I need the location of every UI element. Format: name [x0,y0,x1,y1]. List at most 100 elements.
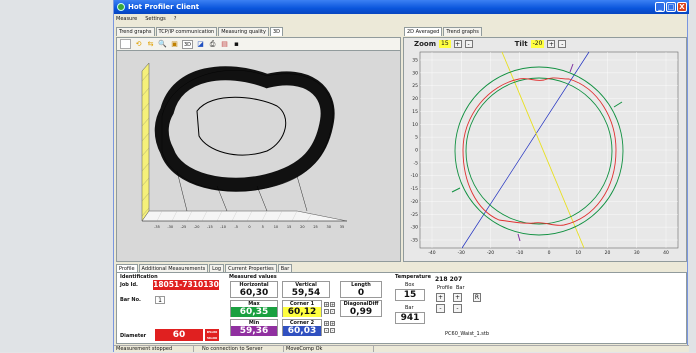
plot-2d[interactable]: 35 30 25 20 15 10 5 0 -5 -10 -15 -20 -25 -30 -35 -40 -3… [404,50,686,260]
zoom-label: Zoom [414,40,436,48]
x3d-tick-label: 0 [248,225,250,229]
corner1-up-button[interactable]: + [330,302,335,307]
rotate-icon[interactable]: ⟲ [135,39,142,48]
length-box: Length 0 [340,281,382,298]
length-label: Length [351,282,371,288]
diameter-sub2: 56x60 [205,335,219,341]
corner2-label: Corner 2 [289,320,315,326]
profile-3d-stack [154,66,335,212]
x3d-tick-label: 20 [300,225,304,229]
max-box: Max 60,35 [230,300,278,317]
tab-bar[interactable]: Bar [277,264,293,272]
inner-circle [465,77,613,225]
pan-icon[interactable]: ⇆ [147,39,154,48]
corner1-down-button[interactable]: - [330,309,335,314]
grid-2d [420,52,678,248]
bar-minus-button[interactable]: - [453,304,462,313]
corner2-down-button[interactable]: - [330,328,335,333]
tab-2d-averaged[interactable]: 2D Averaged [404,27,443,36]
x-tick-label: -40 [428,250,435,256]
print-icon[interactable]: ⎙ [209,39,216,48]
tab-current-properties[interactable]: Current Properties [225,264,277,272]
tab-3d[interactable]: 3D [269,27,283,36]
profile-red [462,77,617,226]
profile-plus-button[interactable]: + [436,293,445,302]
corner1-minus-button[interactable]: - [324,309,329,314]
identification-heading: Identification [120,274,158,280]
zoom-icon[interactable]: 🔍 [158,39,167,48]
bar-plus-button[interactable]: + [453,293,462,302]
menu-settings[interactable]: Settings [145,15,166,22]
diagonal-diff-label: DiagonalDiff [343,301,379,307]
tilt-plus-button[interactable]: + [547,40,556,48]
close-button[interactable]: X [677,2,687,12]
menu-help[interactable]: ? [173,15,177,22]
3d-toggle-button[interactable]: 3D [182,39,193,49]
measured-values-heading: Measured values [229,274,277,280]
corner2-plus-button[interactable]: + [324,321,329,326]
tick-marker-right [613,101,623,108]
toolbar-3d: ⟲ ⇆ 🔍 ▣ 3D ◪ ⎙ ▤ ▪ [116,37,401,51]
save-icon[interactable]: ▪ [234,39,239,48]
outer-circle [454,66,624,236]
y-tick-label: -30 [411,225,418,231]
x3d-tick-label: 25 [313,225,317,229]
profile-minus-button[interactable]: - [436,304,445,313]
diagonal-diff-value: 0,99 [349,307,373,317]
temperature-heading: Temperature [395,274,431,280]
tilt-label: Tilt [514,40,528,48]
tab-measuring-quality[interactable]: Measuring quality [218,27,269,36]
vertical-value: 59,54 [291,288,321,298]
y-tick-label: -15 [411,186,418,192]
y-tick-label: -25 [411,212,418,218]
corner1-plus-button[interactable]: + [324,302,329,307]
horizontal-value: 60,30 [239,288,269,298]
min-label: Min [248,320,260,326]
menu-measure[interactable]: Measure [116,15,138,22]
x-tick-label: -10 [516,250,523,256]
x-tick-label: 10 [575,250,581,256]
tab-tcpip[interactable]: TCP/IP communication [155,27,218,36]
x-tick-label: -20 [487,250,494,256]
bar-no-value: 1 [155,296,165,304]
tab-log[interactable]: Log [209,264,225,272]
x3d-tick-label: -25 [181,225,187,229]
copy-icon[interactable]: ▣ [171,39,178,48]
tab-trend-graphs[interactable]: Trend graphs [116,27,155,36]
profile-label: Profile [437,285,453,291]
zoom-plus-button[interactable]: + [453,40,462,48]
vertical-label: Vertical [295,282,317,288]
app-window: Hot Profiler Client _ □ X Measure Settin… [113,0,689,352]
x-tick-label: 40 [663,250,669,256]
diameter-sub1: R5x60 [205,329,219,335]
tab-additional-measurements[interactable]: Additional Measurements [138,264,209,272]
diameter-label: Diameter [120,333,147,339]
corner2-up-button[interactable]: + [330,321,335,326]
zoom-minus-button[interactable]: - [464,40,473,48]
bar-no-label: Bar No. [120,297,141,303]
corner2-minus-button[interactable]: - [324,328,329,333]
y-tick-label: 30 [412,70,418,76]
diagonal-line-blue [461,51,590,249]
x3d-tick-label: -5 [235,225,239,229]
r-button[interactable]: R [473,293,481,302]
minimize-button[interactable]: _ [655,2,665,12]
floor-hatch [156,210,313,222]
bottom-tab-strip: Profile Additional Measurements Log Curr… [116,264,293,272]
app-icon [117,3,125,11]
horizontal-label: Horizontal [239,282,269,288]
plot-3d[interactable]: -35 -30 -25 -20 -15 -10 -5 0 5 10 15 20 25 30 35 [117,51,400,261]
chart-icon[interactable]: ◪ [197,39,204,48]
y-tick-label: -5 [414,160,419,166]
bottom-panel: Profile Additional Measurements Log Curr… [116,264,687,344]
x-tick-label: 30 [634,250,640,256]
title-bar: Hot Profiler Client _ □ X [114,0,689,14]
diagonal-diff-box: DiagonalDiff 0,99 [340,300,382,317]
tick-marker-left [451,187,461,193]
tilt-minus-button[interactable]: - [558,40,567,48]
export-icon[interactable]: ▤ [221,39,228,48]
maximize-button[interactable]: □ [666,2,676,12]
blank-icon[interactable] [120,39,131,49]
tab-trend-graphs-right[interactable]: Trend graphs [443,27,482,36]
tab-profile[interactable]: Profile [116,264,138,272]
